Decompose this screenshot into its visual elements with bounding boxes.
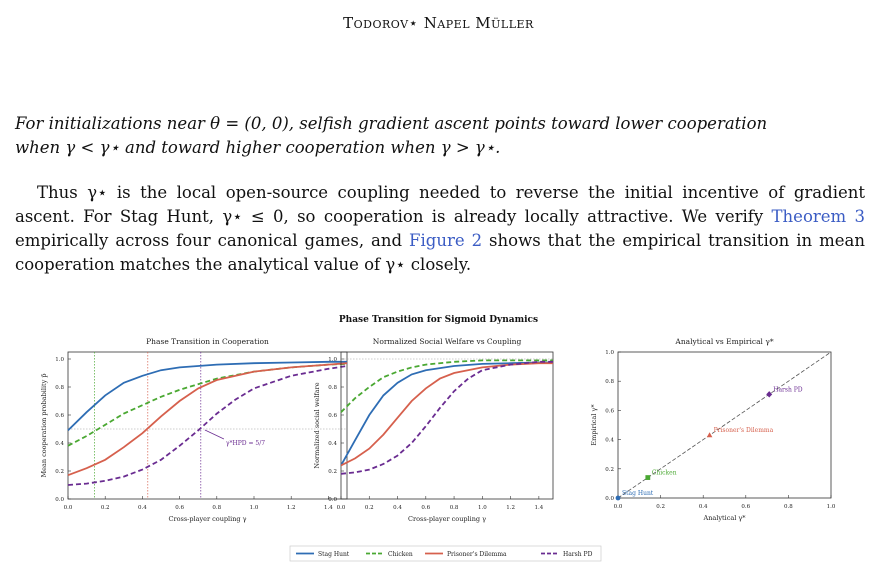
annotation-label: γ*HPD = 5/7 [226,440,265,447]
body-line-3c: shows that the [482,231,616,250]
series-line-prisoner-s-dilemma [340,362,553,467]
theorem-line-2: when γ < γ⋆ and toward higher cooperatio… [15,138,501,157]
theorem-statement: For initializations near θ = (0, 0), sel… [15,112,865,160]
chart-title: Analytical vs Empirical γ* [674,337,773,346]
plot-frame [617,351,832,499]
body-line-3a: verify [715,207,772,226]
x-tick-label: 0.0 [614,504,623,510]
x-tick-label: 1.2 [287,505,296,511]
legend-label: Prisoner's Dilemma [447,551,507,558]
y-axis-label: Empirical γ* [590,404,598,446]
annotation-arrow [204,429,225,440]
y-tick-label: 0.0 [605,496,614,502]
point-label: Prisoner's Dilemma [714,427,774,434]
figure-title: Phase Transition for Sigmoid Dynamics [338,315,539,325]
x-tick-label: 0.4 [699,504,708,510]
point-label: Harsh PD [773,386,803,393]
legend-label: Stag Hunt [318,551,350,558]
y-tick-label: 0.0 [328,497,337,503]
y-tick-label: 0.4 [55,441,64,447]
series-line-stag-hunt [67,360,347,432]
legend-label: Harsh PD [563,551,593,558]
chart-title: Phase Transition in Cooperation [146,337,269,346]
body-line-4: empirical transition in mean cooperation… [15,231,865,274]
x-tick-label: 0.4 [138,505,147,511]
y-tick-label: 1.0 [55,357,64,363]
series-line-harsh-pd [67,365,348,486]
figure-legend [289,545,602,562]
x-tick-label: 0.8 [784,504,793,510]
body-line-2: gradient ascent. For Stag Hunt, γ⋆ ≤ 0, … [15,183,866,226]
series-line-chicken [340,359,553,413]
x-tick-label: 0.0 [337,505,346,511]
y-tick-label: 1.0 [328,357,337,363]
theorem-line-1: For initializations near θ = (0, 0), sel… [15,114,768,133]
x-tick-label: 0.2 [656,504,665,510]
series-line-chicken [67,363,348,447]
x-tick-label: 0.6 [741,504,750,510]
chart-panel-3 [615,351,832,501]
y-tick-label: 0.2 [605,467,614,473]
y-tick-label: 0.4 [605,438,614,444]
body-line-3b: empirically across four canonical games,… [15,231,410,250]
y-tick-label: 0.8 [55,385,64,391]
legend-frame [289,545,602,562]
point-3 [706,432,713,438]
y-tick-label: 0.0 [55,497,64,503]
y-tick-label: 0.8 [605,379,614,385]
y-axis-label: Mean cooperation probability p̄ [40,373,48,477]
body-line-1: Thus γ⋆ is the local open-source couplin… [37,183,785,202]
chart-panel-1 [67,351,348,500]
y-tick-label: 0.6 [328,413,337,419]
x-tick-label: 0.8 [450,505,459,511]
point-2 [645,475,651,480]
x-tick-label: 0.2 [101,505,110,511]
x-tick-label: 1.2 [506,505,515,511]
body-paragraph: Thus γ⋆ is the local open-source couplin… [15,181,865,277]
x-tick-label: 0.8 [212,505,221,511]
x-tick-label: 0.2 [365,505,374,511]
series-line-prisoner-s-dilemma [67,362,348,477]
y-axis-label: Normalized social welfare [313,382,321,468]
identity-line [617,351,832,499]
x-tick-label: 0.4 [393,505,402,511]
x-tick-label: 1.0 [827,504,836,510]
x-tick-label: 0.6 [421,505,430,511]
y-tick-label: 0.2 [328,469,337,475]
y-tick-label: 0.6 [605,408,614,414]
x-tick-label: 0.0 [64,505,73,511]
point-label: Chicken [652,470,677,477]
point-4 [766,391,773,398]
x-tick-label: 1.4 [324,505,333,511]
chart-panel-2 [340,351,554,500]
x-axis-label: Analytical γ* [703,514,747,522]
figure-2-link[interactable]: Figure 2 [409,231,483,250]
x-axis-label: Cross-player coupling γ [168,515,246,523]
series-line-harsh-pd [340,360,553,475]
y-tick-label: 0.8 [328,385,337,391]
y-tick-label: 0.4 [328,441,337,447]
theorem-3-link[interactable]: Theorem 3 [771,207,866,226]
x-tick-label: 0.6 [175,505,184,511]
plot-frame [340,351,554,500]
point-1 [615,495,621,501]
series-line-stag-hunt [340,361,553,466]
point-label: Stag Hunt [622,490,654,497]
x-tick-label: 1.0 [478,505,487,511]
running-header: Todorov⋆ Napel Müller [343,14,534,32]
x-axis-label: Cross-player coupling γ [408,515,486,523]
plot-frame [67,351,348,500]
y-tick-label: 1.0 [605,350,614,356]
legend-label: Chicken [388,551,413,558]
y-tick-label: 0.2 [55,469,64,475]
y-tick-label: 0.6 [55,413,64,419]
x-tick-label: 1.0 [250,505,259,511]
chart-title: Normalized Social Welfare vs Coupling [373,337,522,346]
x-tick-label: 1.4 [534,505,543,511]
